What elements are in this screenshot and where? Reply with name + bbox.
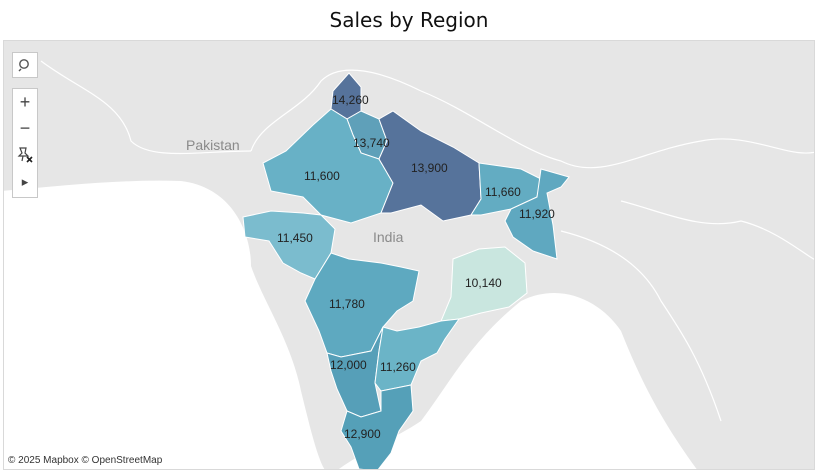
map-attribution[interactable]: © 2025 Mapbox © OpenStreetMap [8, 455, 163, 466]
india-regions[interactable] [242, 72, 570, 470]
country-label-pakistan: Pakistan [186, 137, 240, 153]
country-label-india: India [373, 229, 404, 245]
zoom-in-button[interactable]: + [19, 91, 31, 112]
label-gujarat: 11,450 [277, 231, 313, 245]
pin-off-icon [17, 147, 33, 163]
label-punjab: 14,260 [332, 93, 369, 107]
label-karnataka: 12,000 [330, 358, 367, 372]
label-west-bengal: 11,920 [519, 207, 555, 221]
label-uttar-pradesh: 13,900 [411, 161, 448, 175]
region-maharashtra[interactable] [304, 252, 420, 358]
expand-toolbar-button[interactable]: ▸ [21, 174, 29, 189]
unpin-map-button[interactable] [13, 141, 37, 167]
label-rajasthan: 11,600 [304, 169, 340, 183]
region-odisha[interactable] [440, 246, 528, 322]
region-karnataka[interactable] [326, 326, 384, 418]
label-odisha: 10,140 [465, 276, 502, 290]
country-borders [10, 60, 814, 422]
map-svg[interactable]: Pakistan India 14,260 13,740 11,600 13,9… [3, 40, 815, 470]
zoom-controls: + − ▸ [12, 88, 38, 198]
label-andhra-pradesh: 11,260 [380, 360, 416, 374]
label-tamil-nadu: 12,900 [344, 427, 381, 441]
region-tamil-nadu[interactable] [340, 384, 414, 470]
label-bihar: 11,660 [485, 185, 521, 199]
bay-of-bengal [338, 293, 697, 469]
magnifier-icon [18, 59, 29, 72]
region-west-bengal[interactable] [504, 168, 570, 260]
zoom-out-button[interactable]: − [19, 117, 31, 138]
region-uttar-pradesh[interactable] [378, 110, 482, 222]
label-haryana: 13,740 [353, 136, 390, 150]
region-rajasthan[interactable] [262, 108, 394, 224]
search-button[interactable] [12, 52, 38, 78]
map-canvas[interactable]: Pakistan India 14,260 13,740 11,600 13,9… [3, 40, 815, 470]
chart-title: Sales by Region [329, 8, 489, 32]
label-maharashtra: 11,780 [329, 297, 365, 311]
arabian-sea [4, 180, 325, 469]
